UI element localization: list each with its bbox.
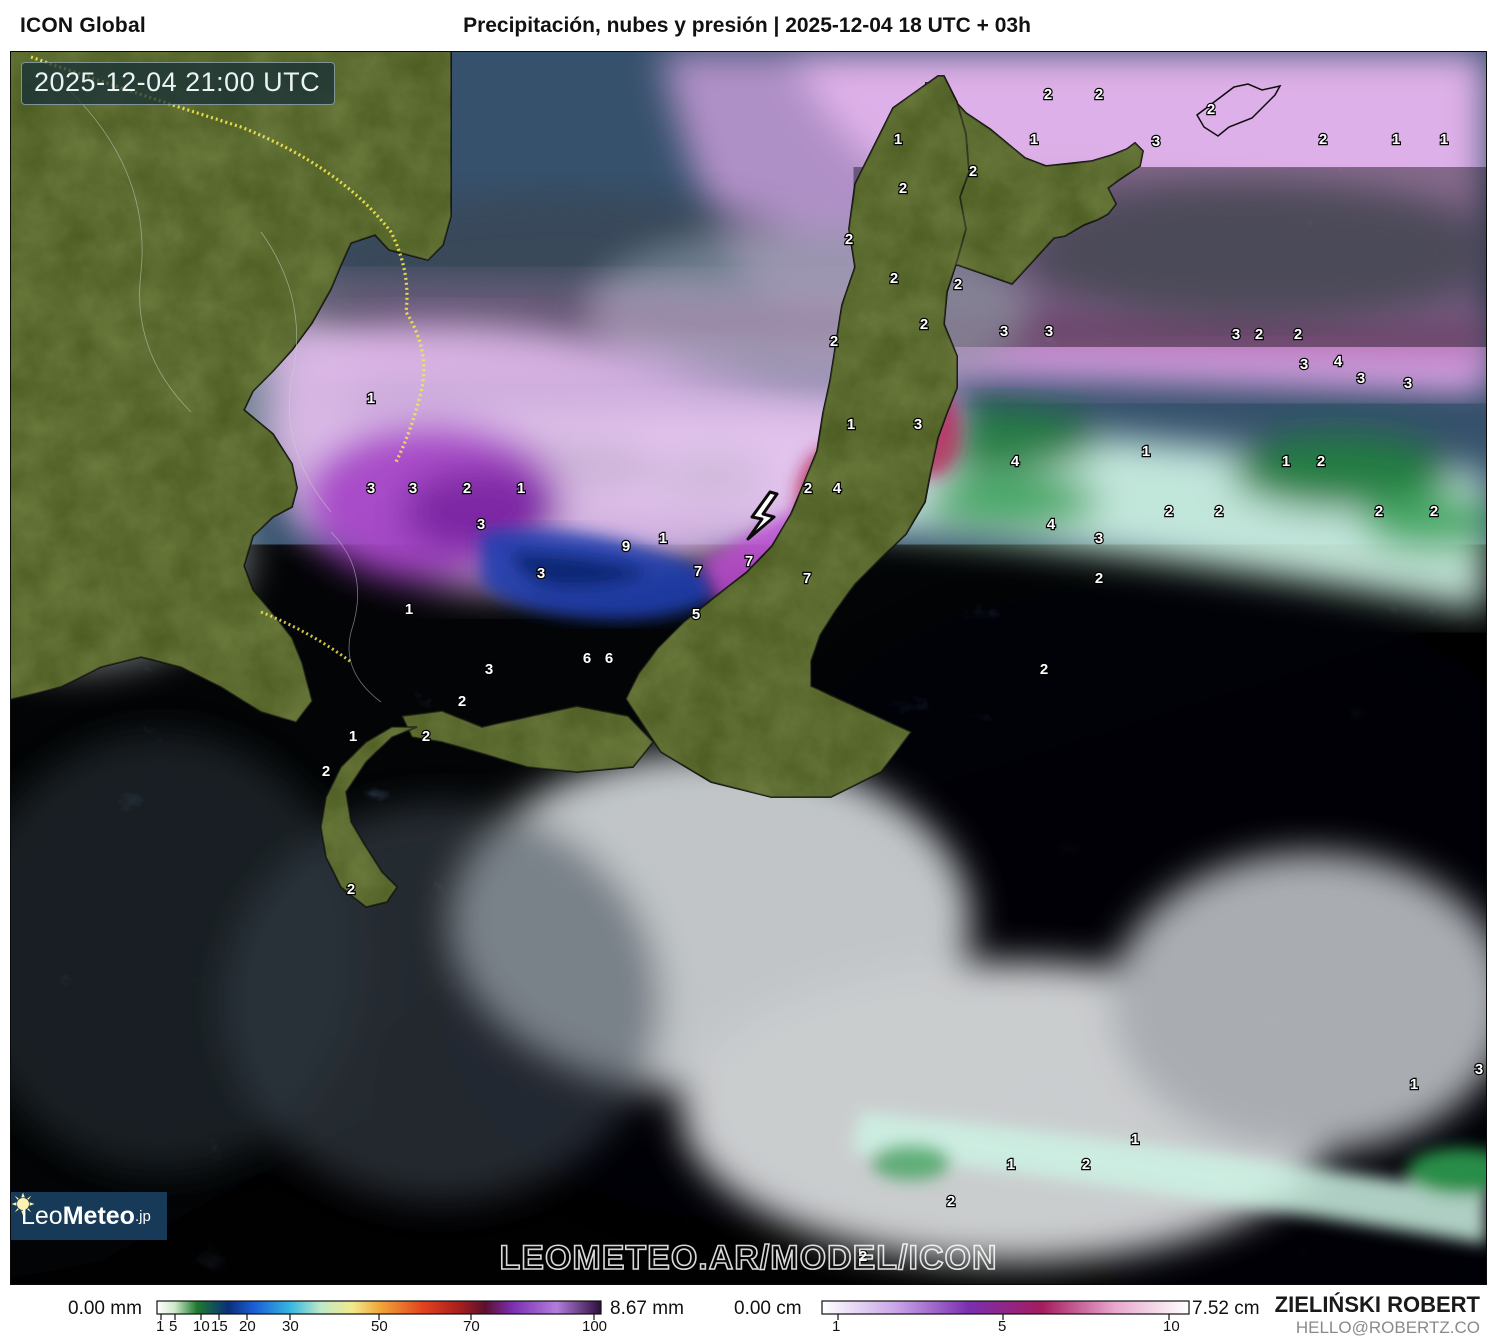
svg-text:2: 2 <box>845 231 853 248</box>
svg-text:2: 2 <box>1095 86 1103 103</box>
svg-text:3: 3 <box>367 480 375 497</box>
svg-text:2: 2 <box>1095 570 1103 587</box>
svg-text:1: 1 <box>1030 131 1038 148</box>
svg-text:6: 6 <box>583 650 591 667</box>
svg-text:1: 1 <box>367 390 375 407</box>
svg-text:3: 3 <box>537 565 545 582</box>
svg-text:1: 1 <box>894 131 902 148</box>
svg-text:2: 2 <box>463 480 471 497</box>
svg-text:3: 3 <box>1357 370 1365 387</box>
svg-text:1: 1 <box>1142 443 1150 460</box>
svg-text:7: 7 <box>803 570 811 587</box>
svg-text:2: 2 <box>890 270 898 287</box>
svg-text:2: 2 <box>1082 1156 1090 1173</box>
svg-text:2: 2 <box>1255 326 1263 343</box>
svg-text:6: 6 <box>605 650 613 667</box>
svg-text:2: 2 <box>458 693 466 710</box>
svg-text:2: 2 <box>947 1193 955 1210</box>
svg-text:3: 3 <box>1152 133 1160 150</box>
svg-text:1: 1 <box>349 728 357 745</box>
svg-text:3: 3 <box>1404 375 1412 392</box>
svg-text:1: 1 <box>1131 1131 1139 1148</box>
svg-text:3: 3 <box>1232 326 1240 343</box>
svg-text:4: 4 <box>1011 453 1020 470</box>
svg-text:2: 2 <box>1207 101 1215 118</box>
svg-text:3: 3 <box>477 516 485 533</box>
svg-text:1: 1 <box>1007 1156 1015 1173</box>
svg-text:3: 3 <box>1095 530 1103 547</box>
svg-text:4: 4 <box>833 480 842 497</box>
svg-text:2: 2 <box>1317 453 1325 470</box>
svg-text:2: 2 <box>1215 503 1223 520</box>
svg-text:3: 3 <box>409 480 417 497</box>
svg-text:2: 2 <box>804 480 812 497</box>
svg-text:7: 7 <box>694 563 702 580</box>
svg-text:2: 2 <box>1319 131 1327 148</box>
svg-text:2: 2 <box>422 728 430 745</box>
svg-text:2: 2 <box>1294 326 1302 343</box>
svg-text:1: 1 <box>405 601 413 618</box>
svg-text:1: 1 <box>847 416 855 433</box>
svg-text:1: 1 <box>659 530 667 547</box>
svg-text:2: 2 <box>1375 503 1383 520</box>
svg-text:1: 1 <box>1410 1076 1418 1093</box>
svg-text:2: 2 <box>969 163 977 180</box>
svg-text:2: 2 <box>1430 503 1438 520</box>
svg-text:2: 2 <box>1044 86 1052 103</box>
svg-text:7: 7 <box>745 553 753 570</box>
svg-text:1: 1 <box>1440 131 1448 148</box>
svg-text:3: 3 <box>1475 1061 1483 1078</box>
svg-text:3: 3 <box>1300 356 1308 373</box>
svg-text:2: 2 <box>899 180 907 197</box>
svg-text:9: 9 <box>622 538 630 555</box>
svg-text:3: 3 <box>1045 323 1053 340</box>
svg-text:2: 2 <box>347 881 355 898</box>
svg-text:4: 4 <box>1047 516 1056 533</box>
svg-text:1: 1 <box>1282 453 1290 470</box>
svg-text:3: 3 <box>1000 323 1008 340</box>
svg-text:5: 5 <box>692 606 700 623</box>
svg-text:2: 2 <box>830 333 838 350</box>
svg-text:2: 2 <box>954 276 962 293</box>
svg-text:4: 4 <box>1334 353 1343 370</box>
svg-text:2: 2 <box>1040 661 1048 678</box>
svg-text:2: 2 <box>1165 503 1173 520</box>
svg-text:2: 2 <box>920 316 928 333</box>
svg-text:3: 3 <box>485 661 493 678</box>
svg-text:3: 3 <box>914 416 922 433</box>
svg-text:2: 2 <box>322 763 330 780</box>
svg-text:1: 1 <box>517 480 525 497</box>
svg-text:1: 1 <box>1392 131 1400 148</box>
